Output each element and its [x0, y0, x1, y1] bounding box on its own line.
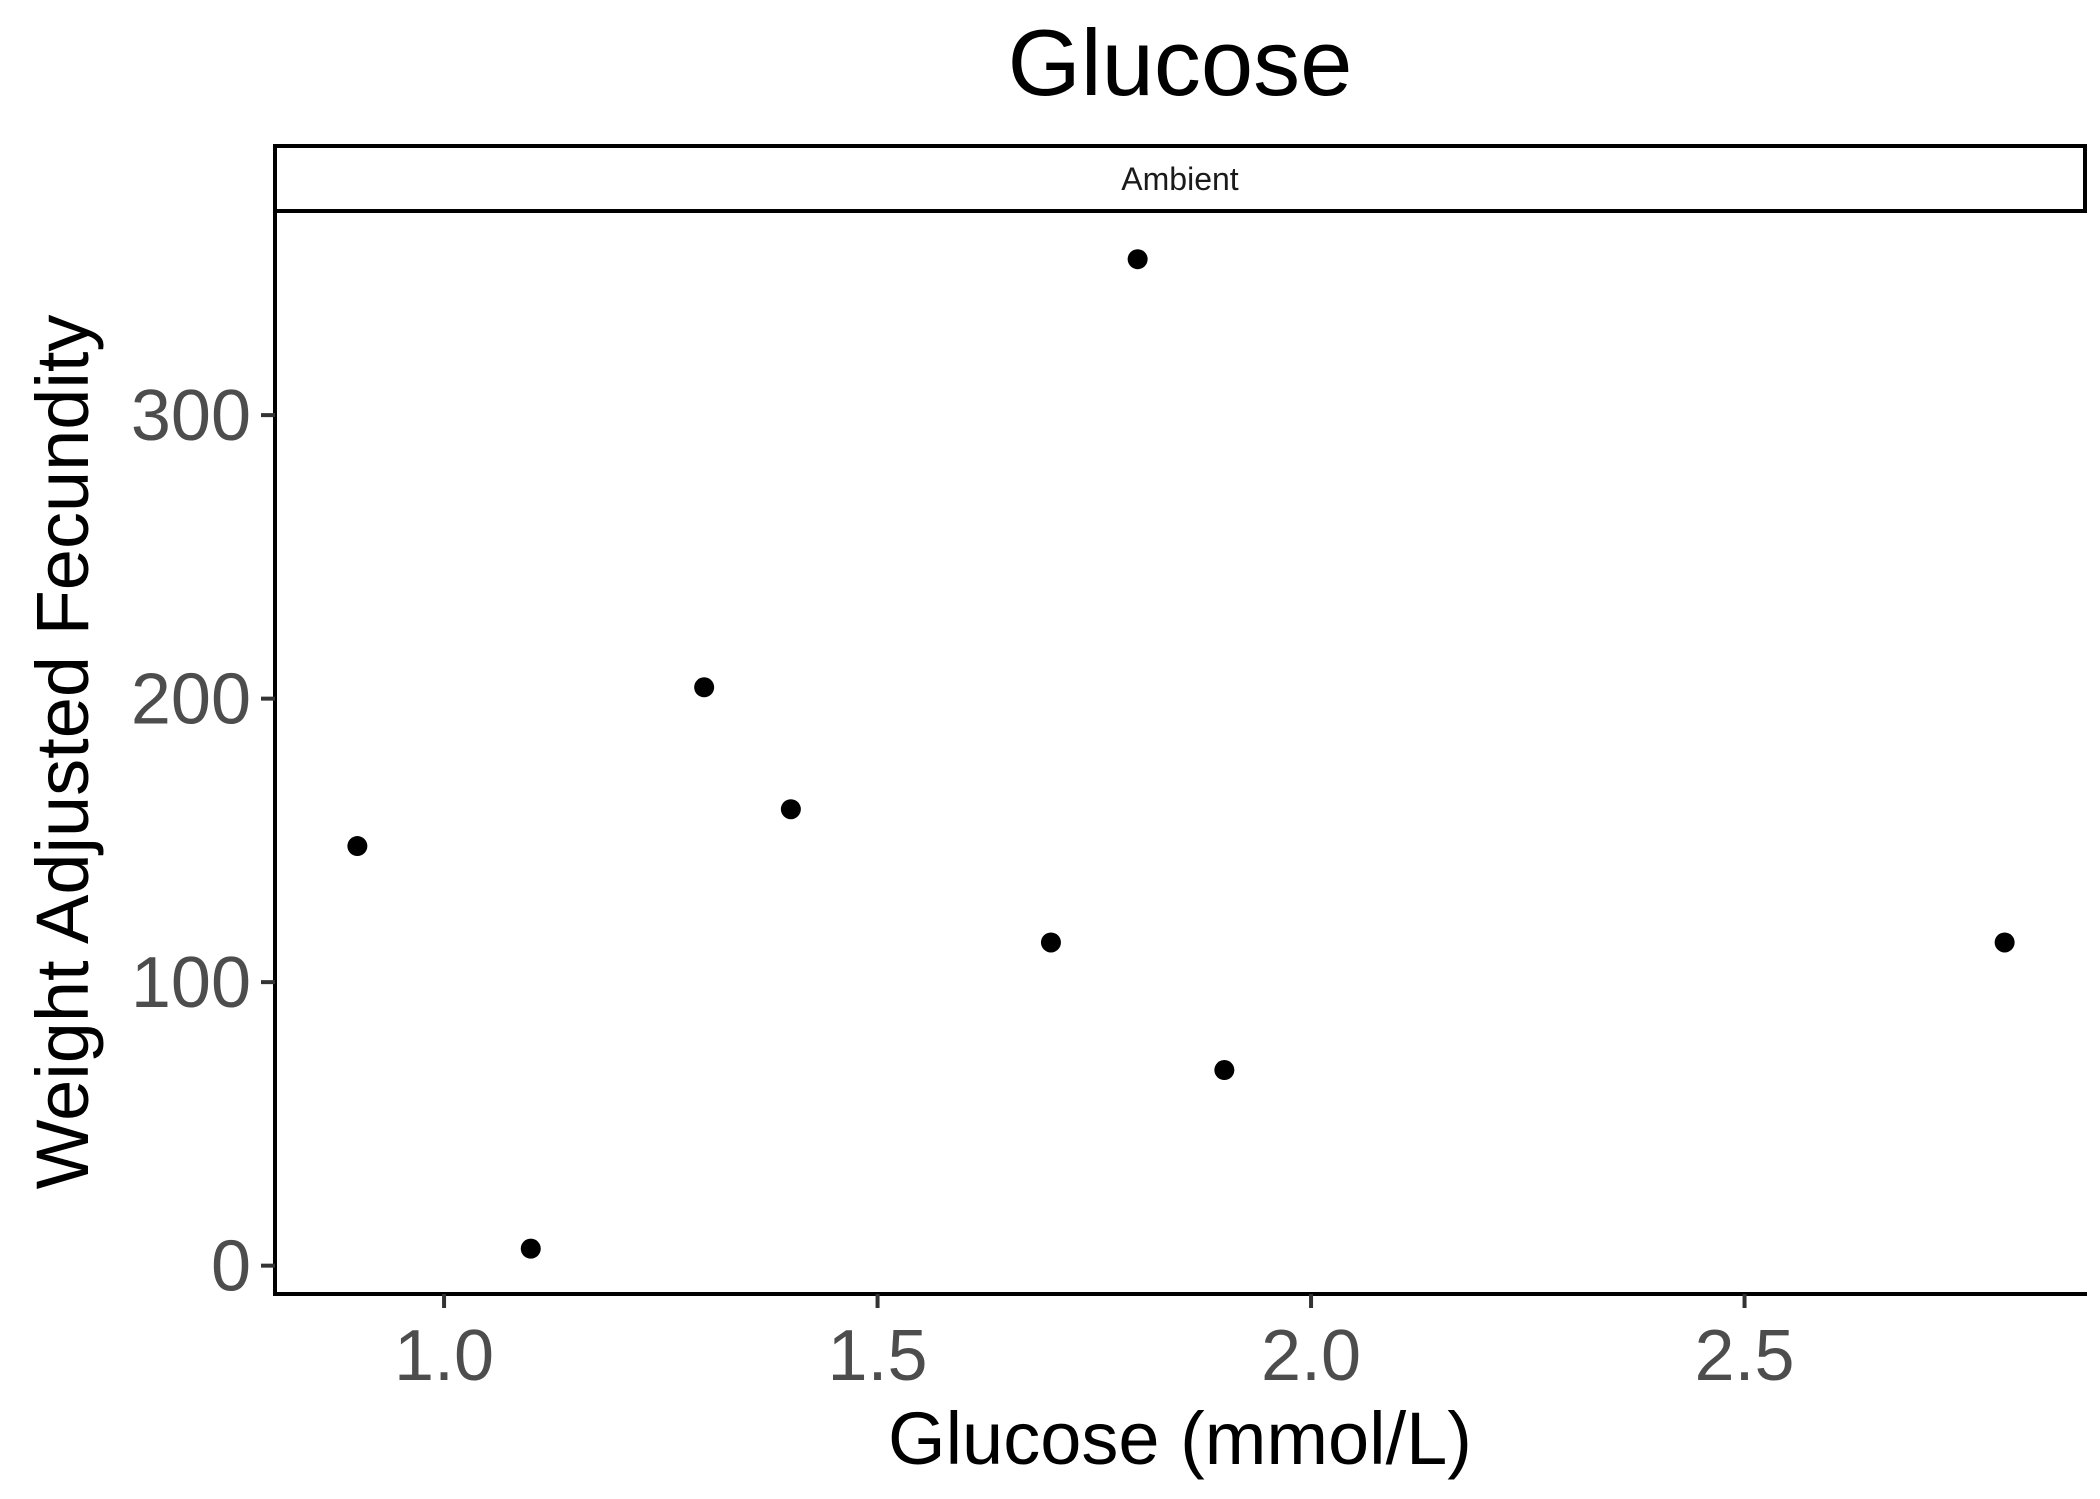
x-tick-label: 1.5: [828, 1316, 928, 1396]
x-tick-label: 2.5: [1694, 1316, 1794, 1396]
x-tick-label: 2.0: [1261, 1316, 1361, 1396]
y-tick-label: 200: [131, 660, 251, 740]
data-point: [1214, 1060, 1235, 1081]
data-points: [347, 249, 2015, 1259]
y-tick-label: 0: [211, 1227, 251, 1307]
y-tick-label: 100: [131, 943, 251, 1023]
y-axis-title: Weight Adjusted Fecundity: [21, 315, 104, 1190]
facet-strip-label: Ambient: [1121, 161, 1239, 197]
chart-title: Glucose: [1008, 10, 1353, 115]
y-axis-ticks: 0 100 200 300: [131, 376, 275, 1307]
data-point: [520, 1238, 541, 1259]
x-axis-title: Glucose (mmol/L): [888, 1397, 1472, 1480]
y-tick-label: 300: [131, 376, 251, 456]
x-axis-ticks: 1.0 1.5 2.0 2.5: [394, 1294, 1795, 1396]
data-point: [694, 677, 715, 698]
data-point: [780, 799, 801, 820]
x-tick-label: 1.0: [394, 1316, 494, 1396]
data-point: [1994, 932, 2015, 953]
data-point: [1127, 249, 1148, 270]
data-point: [347, 836, 368, 857]
data-point: [1040, 932, 1061, 953]
facet-strip: [273, 144, 2087, 213]
